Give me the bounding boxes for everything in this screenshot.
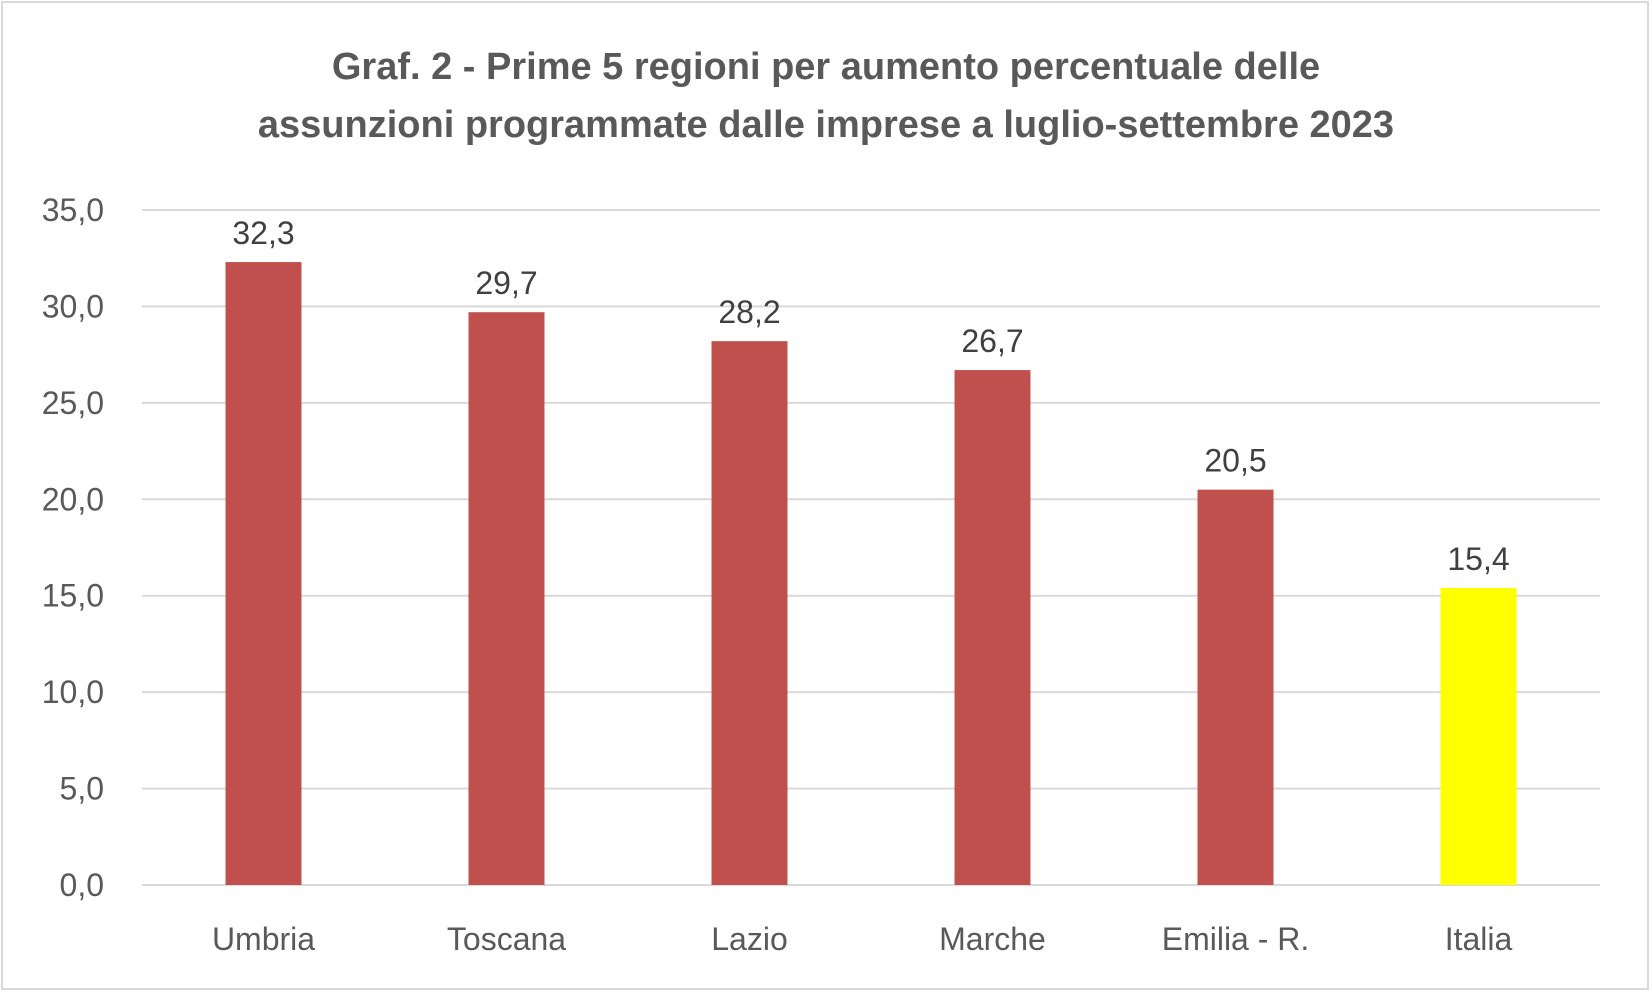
y-tick-label: 20,0: [42, 481, 104, 517]
data-label: 28,2: [718, 294, 780, 330]
bar-marche: [954, 370, 1031, 886]
data-label: 15,4: [1447, 541, 1509, 577]
y-tick-label: 30,0: [42, 288, 104, 324]
data-label: 20,5: [1204, 443, 1266, 479]
y-tick-label: 35,0: [42, 192, 104, 228]
y-tick-label: 15,0: [42, 578, 104, 614]
bar-italia: [1440, 588, 1517, 885]
y-tick-label: 10,0: [42, 674, 104, 710]
bar-lazio: [711, 341, 788, 886]
x-tick-label: Umbria: [212, 921, 315, 957]
bar-umbria: [225, 262, 302, 886]
chart-title-line-1: Graf. 2 - Prime 5 regioni per aumento pe…: [331, 46, 1321, 88]
bar-emilia-r-: [1197, 489, 1274, 885]
data-label: 29,7: [475, 265, 537, 301]
x-tick-label: Marche: [939, 921, 1046, 957]
y-tick-label: 25,0: [42, 385, 104, 421]
x-tick-label: Lazio: [711, 921, 788, 957]
x-tick-label: Toscana: [447, 921, 566, 957]
bar-toscana: [468, 312, 545, 885]
x-tick-label: Italia: [1445, 921, 1513, 957]
y-tick-label: 0,0: [60, 867, 104, 903]
data-label: 32,3: [232, 215, 294, 251]
data-label: 26,7: [961, 323, 1023, 359]
x-tick-label: Emilia - R.: [1162, 921, 1310, 957]
chart-title-line-2: assunzioni programmate dalle imprese a l…: [257, 104, 1395, 146]
y-tick-label: 5,0: [60, 771, 104, 807]
